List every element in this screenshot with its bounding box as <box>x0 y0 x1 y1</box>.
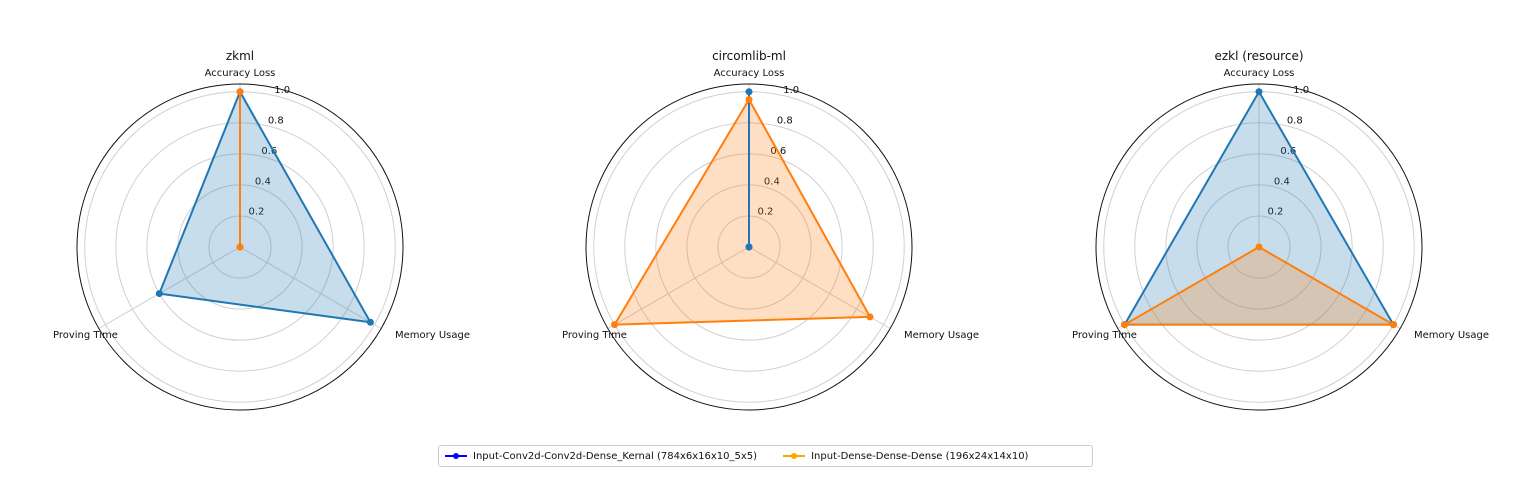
axis-label: Memory Usage <box>904 330 979 341</box>
series-fill <box>614 99 870 325</box>
series-point <box>745 96 753 104</box>
series-fill <box>159 91 371 323</box>
grid-spoke <box>748 246 891 329</box>
chart-title: ezkl (resource) <box>1214 49 1303 63</box>
axis-label: Proving Time <box>1072 330 1137 341</box>
radar-panel: 0.2 0.4 0.6 0.8 1.0 Accuracy Loss Memory Usage… <box>1072 49 1489 411</box>
series-point <box>366 318 374 326</box>
series-line <box>158 90 372 324</box>
series-fill <box>1124 247 1394 325</box>
series-point <box>1255 243 1263 251</box>
legend-label-dense: Input-Dense-Dense-Dense (196x24x14x10) <box>811 450 1029 462</box>
grid-spoke <box>607 246 750 329</box>
legend-dot-conv2d <box>453 453 459 459</box>
chart-title: zkml <box>226 49 254 63</box>
radial-tick-label: 0.2 <box>757 207 773 218</box>
outer-frame <box>76 83 404 411</box>
radar-panel: 0.2 0.4 0.6 0.8 1.0 Accuracy Loss Memory Usage… <box>53 49 470 411</box>
axis-label: Memory Usage <box>1414 330 1489 341</box>
axis-label: Accuracy Loss <box>205 68 276 79</box>
radial-tick-label: 0.4 <box>255 176 271 187</box>
axis-label: Memory Usage <box>395 330 470 341</box>
radial-tick-label: 0.8 <box>268 116 284 127</box>
radial-tick-label: 0.4 <box>764 176 780 187</box>
radial-tick-label: 0.8 <box>777 116 793 127</box>
axis-label: Accuracy Loss <box>1224 68 1295 79</box>
series-fill <box>1124 91 1394 325</box>
series-point <box>236 88 244 96</box>
outer-frame <box>1095 83 1423 411</box>
axis-label: Proving Time <box>562 330 627 341</box>
chart-title: circomlib-ml <box>712 49 786 63</box>
outer-frame <box>585 83 913 411</box>
legend-label-conv2d: Input-Conv2d-Conv2d-Dense_Kernal (784x6x… <box>473 450 758 462</box>
radial-tick-label: 1.0 <box>1293 85 1309 96</box>
series-point <box>745 243 753 251</box>
series-point <box>1255 88 1263 96</box>
radial-tick-label: 0.2 <box>248 207 264 218</box>
legend-marker-icon <box>783 451 806 461</box>
radial-tick-label: 1.0 <box>274 85 290 96</box>
radial-tick-label: 0.8 <box>1287 116 1303 127</box>
axis-label: Proving Time <box>53 330 118 341</box>
series-line <box>613 98 871 326</box>
legend: Input-Conv2d-Conv2d-Dense_Kernal (784x6x… <box>438 445 1093 467</box>
grid-spoke <box>239 246 382 329</box>
series-point <box>611 321 619 329</box>
legend-item-dense: Input-Dense-Dense-Dense (196x24x14x10) <box>783 451 1028 462</box>
legend-dot-dense <box>791 453 798 459</box>
series-point <box>1389 321 1397 329</box>
radial-tick-label: 1.0 <box>783 85 799 96</box>
legend-item-conv2d: Input-Conv2d-Conv2d-Dense_Kernal (784x6x… <box>445 451 757 462</box>
series-point <box>866 313 874 321</box>
series-point <box>155 290 163 298</box>
radial-tick-label: 0.2 <box>1267 207 1283 218</box>
series-line <box>1123 246 1395 326</box>
series-point <box>1121 321 1129 329</box>
radial-tick-label: 0.6 <box>261 146 277 157</box>
grid-spoke <box>98 246 241 329</box>
legend-marker-icon <box>445 451 467 461</box>
axis-label: Accuracy Loss <box>714 68 785 79</box>
radial-tick-label: 0.6 <box>1280 146 1296 157</box>
series-point <box>236 243 244 251</box>
series-point <box>745 88 753 96</box>
radial-tick-label: 0.4 <box>1274 176 1290 187</box>
